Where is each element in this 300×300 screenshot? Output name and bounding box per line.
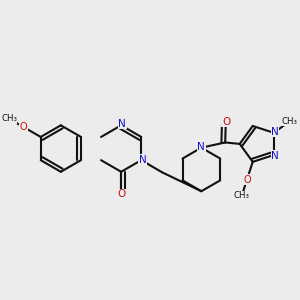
- Text: O: O: [117, 189, 125, 199]
- Text: CH₃: CH₃: [234, 191, 250, 200]
- Text: CH₃: CH₃: [282, 117, 298, 126]
- Text: N: N: [139, 154, 147, 165]
- Text: N: N: [197, 142, 205, 152]
- Text: CH₃: CH₃: [1, 114, 17, 123]
- Text: O: O: [20, 122, 27, 132]
- Text: O: O: [222, 116, 230, 127]
- Text: O: O: [243, 175, 251, 185]
- Text: N: N: [272, 151, 279, 160]
- Text: N: N: [118, 118, 126, 129]
- Text: N: N: [271, 127, 279, 137]
